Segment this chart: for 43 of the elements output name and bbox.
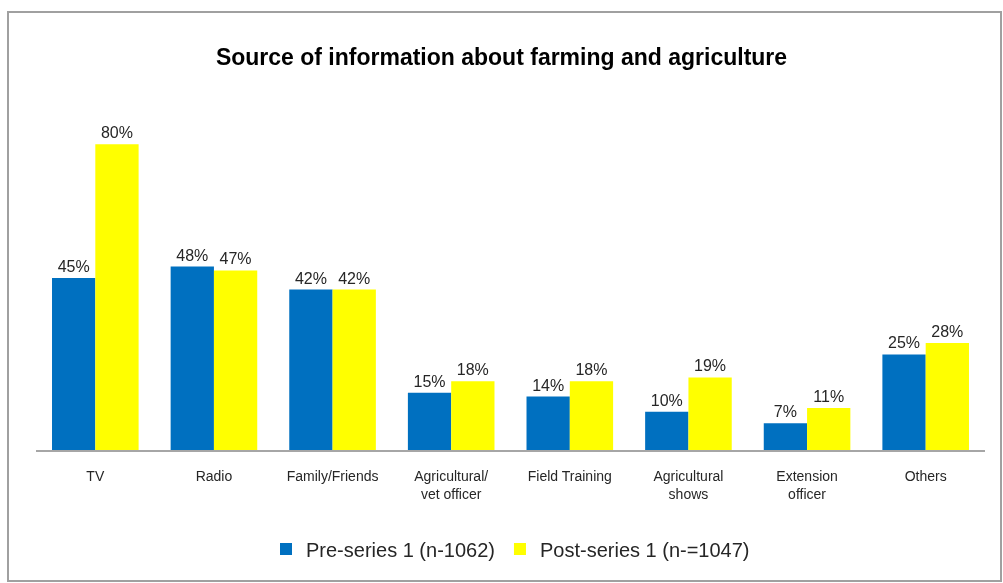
bar <box>451 381 495 450</box>
data-label: 47% <box>219 250 252 268</box>
bar <box>407 392 452 450</box>
data-label: 48% <box>176 246 209 264</box>
x-tick-label: Agricultural shows <box>653 467 724 502</box>
bar <box>645 411 689 450</box>
bar <box>332 289 376 450</box>
data-label: 18% <box>456 361 489 379</box>
data-label: 28% <box>931 323 964 341</box>
bar <box>925 343 969 450</box>
bar <box>95 144 139 450</box>
data-label: 18% <box>575 361 608 379</box>
x-tick-label: Agricultural/ vet officer <box>414 467 489 502</box>
bar <box>52 278 96 450</box>
data-label: 7% <box>773 403 797 421</box>
data-label: 42% <box>338 269 371 287</box>
bar <box>807 407 851 450</box>
bar <box>882 354 926 450</box>
bar <box>526 396 570 450</box>
x-tick-label: Extension officer <box>776 467 838 502</box>
data-label: 15% <box>413 372 446 390</box>
x-tick-label: Radio <box>195 467 233 484</box>
data-label: 80% <box>100 124 133 142</box>
x-tick-label: Field Training <box>527 467 612 484</box>
bar <box>569 381 614 450</box>
bar <box>170 266 214 450</box>
data-label: 10% <box>650 391 683 409</box>
bar <box>688 377 732 450</box>
legend-label: Pre-series 1 (n-1062) <box>306 538 495 561</box>
x-tick-label: TV <box>86 467 105 484</box>
x-tick-label: Others <box>904 467 947 484</box>
x-tick-label: Family/Friends <box>286 467 379 484</box>
bar <box>763 423 808 450</box>
bar <box>289 289 333 450</box>
data-label: 25% <box>888 334 921 352</box>
bar <box>213 270 258 450</box>
data-label: 11% <box>813 387 845 405</box>
legend-label: Post-series 1 (n-=1047) <box>539 538 750 561</box>
data-label: 14% <box>532 376 565 394</box>
chart-title: Source of information about farming and agriculture <box>215 44 788 71</box>
data-label: 19% <box>694 357 727 375</box>
data-label: 42% <box>294 269 327 287</box>
data-label: 45% <box>57 258 90 276</box>
